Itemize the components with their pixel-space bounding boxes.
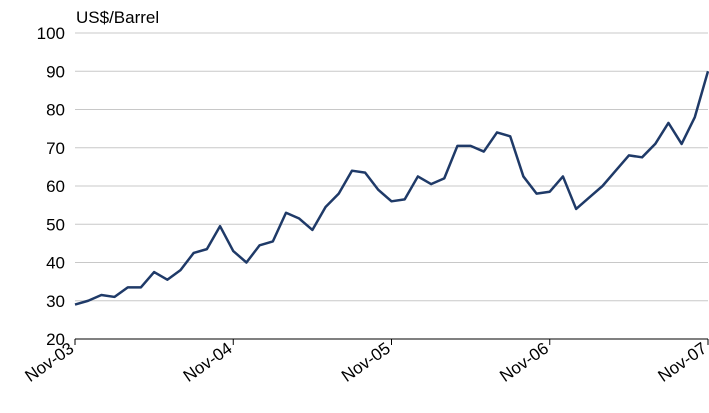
y-tick-label: 70 [46, 139, 65, 158]
x-tick-label: Nov-06 [496, 339, 552, 386]
x-tick-label: Nov-05 [338, 339, 394, 386]
y-tick-label: 60 [46, 177, 65, 196]
y-tick-label: 90 [46, 62, 65, 81]
line [74, 70, 709, 306]
y-tick-label: 20 [46, 330, 65, 349]
y-axis-label: US$/Barrel [76, 8, 159, 27]
x-tick-label: Nov-04 [180, 339, 236, 386]
y-tick-label: 80 [46, 101, 65, 120]
x-tick-label: Nov-07 [654, 339, 709, 386]
y-tick-label: 30 [46, 292, 65, 311]
y-tick-label: 40 [46, 254, 65, 273]
y-tick-label: 100 [37, 24, 65, 43]
y-tick-label: 50 [46, 215, 65, 234]
